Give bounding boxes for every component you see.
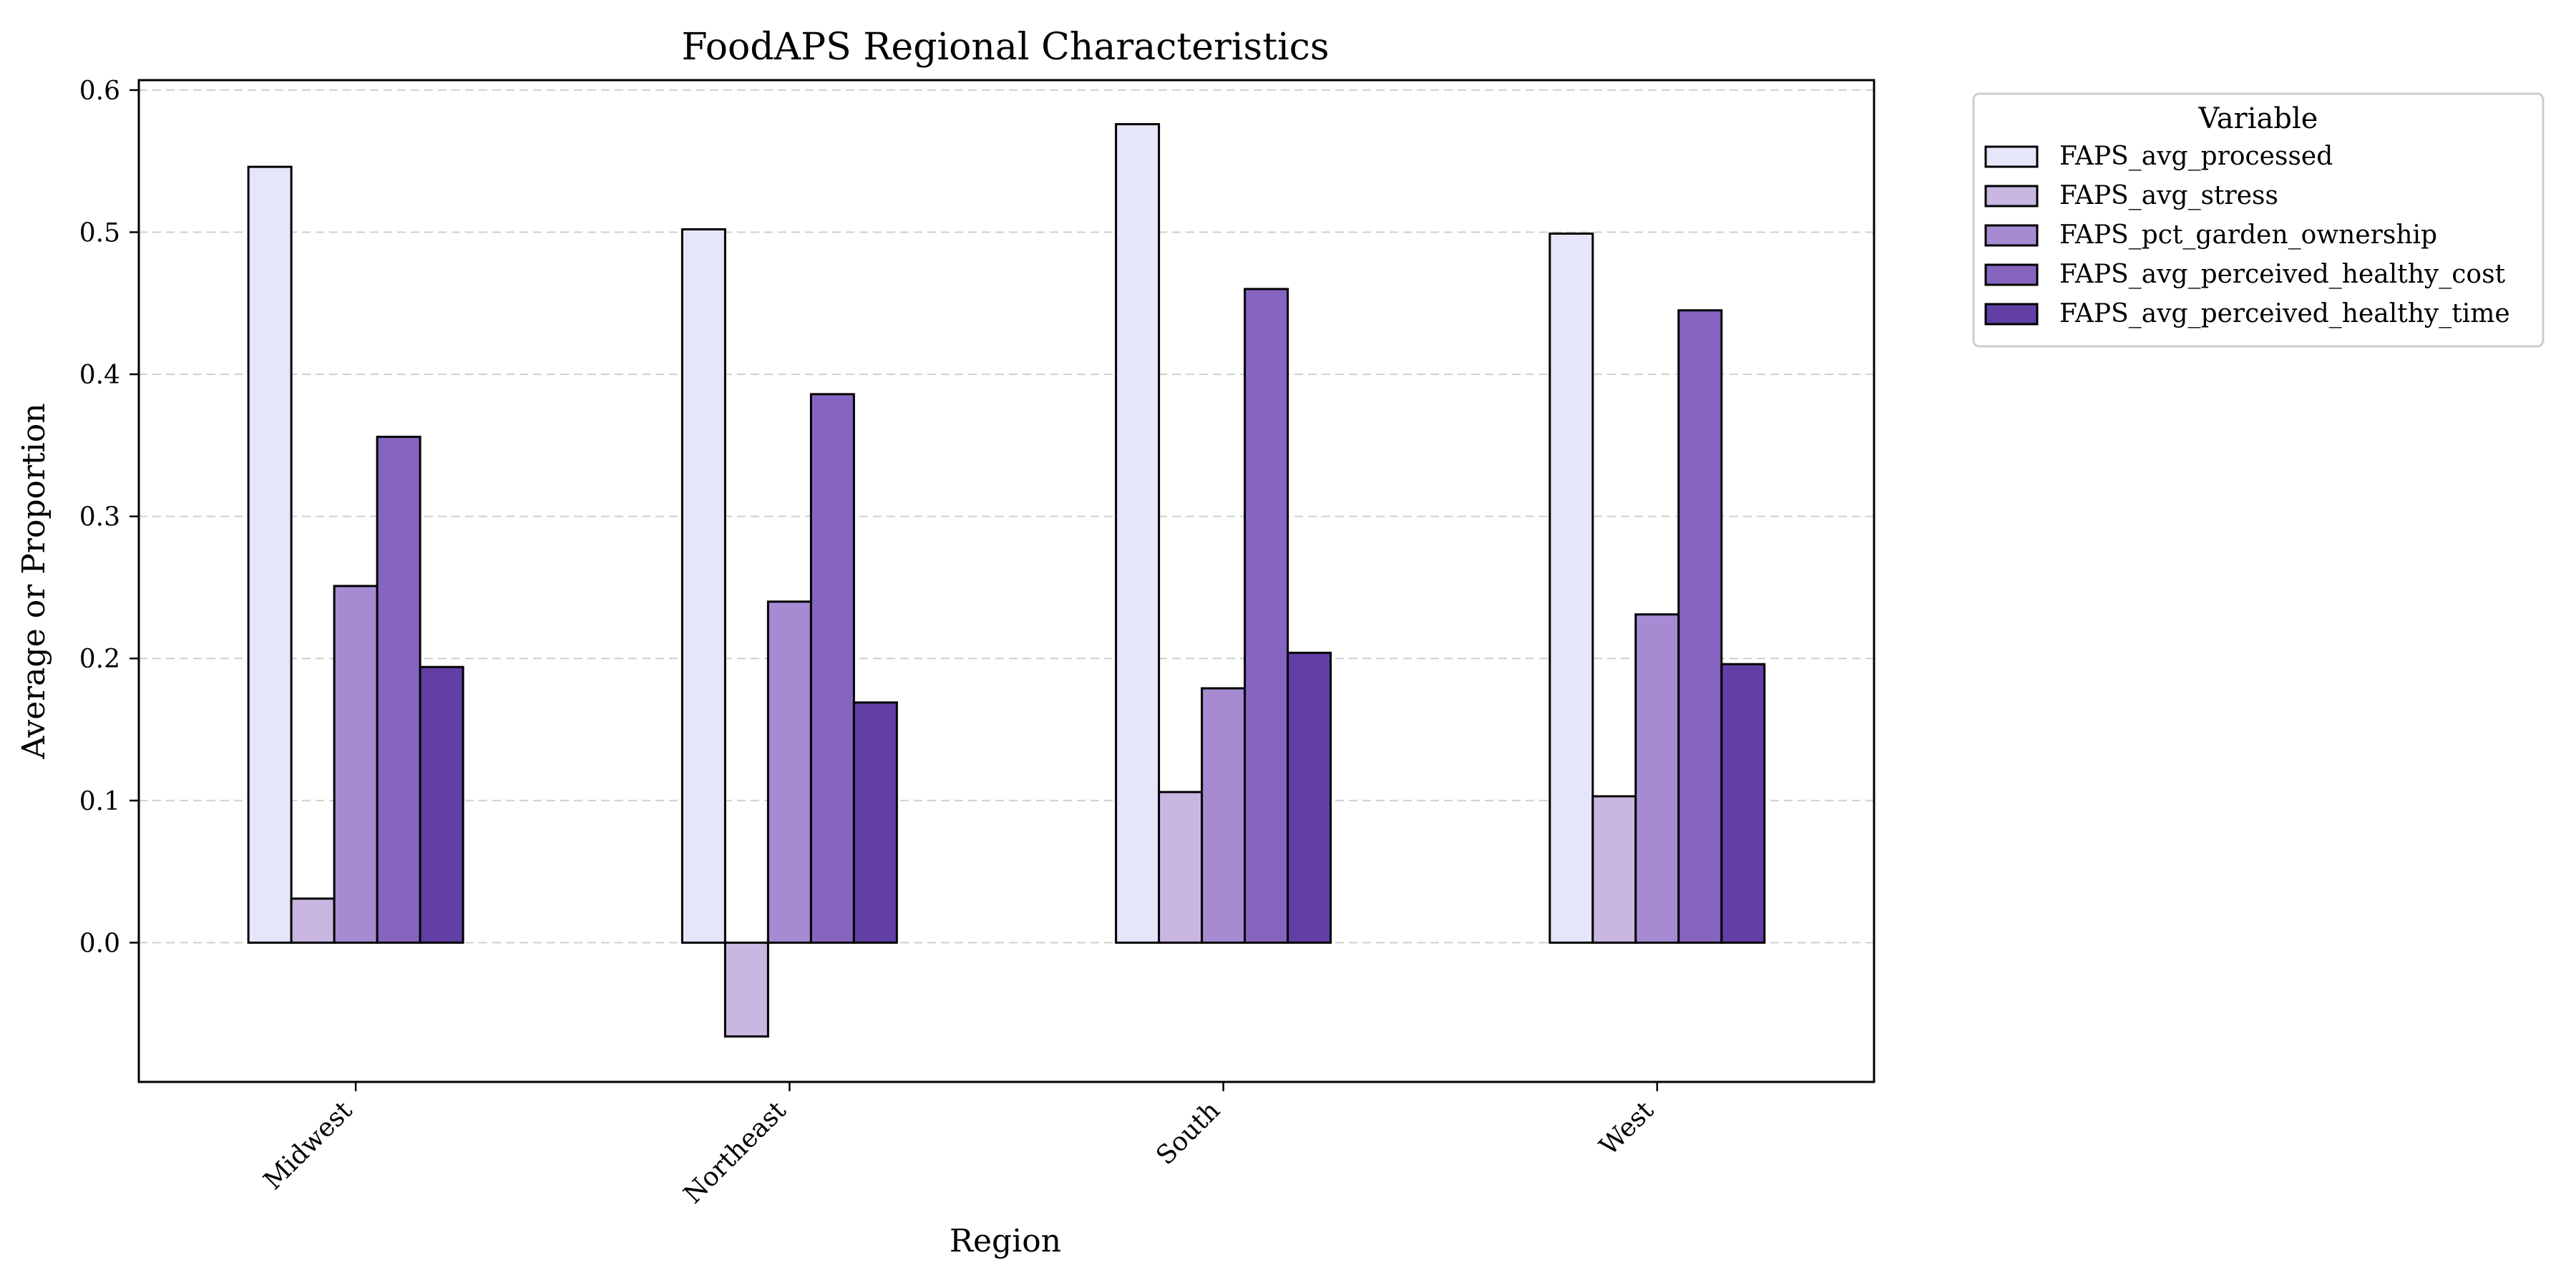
bar [247, 165, 293, 944]
bar [1287, 651, 1332, 944]
bar [723, 941, 769, 1038]
bar [376, 435, 421, 944]
bar [1634, 613, 1680, 944]
bar [1720, 663, 1766, 944]
chart-title: FoodAPS Regional Characteristics [681, 26, 1329, 69]
legend-swatch [1984, 185, 2039, 208]
bar [419, 665, 464, 944]
legend-swatch [1984, 145, 2039, 168]
bar [1115, 123, 1161, 944]
y-tick-label: 0.1 [79, 787, 120, 816]
plot-frame [137, 79, 1875, 1083]
y-tick-label: 0.5 [79, 218, 120, 248]
bar [1548, 232, 1594, 944]
bar [1591, 795, 1637, 944]
bar [766, 600, 812, 944]
bar [680, 228, 726, 944]
legend-frame [1972, 92, 2545, 348]
y-axis: 0.0 0.1 0.2 0.3 0.4 0.5 0.6 [79, 77, 139, 958]
y-tick-label: 0.4 [79, 361, 120, 390]
bar [852, 701, 898, 944]
y-tick-label: 0.2 [79, 645, 120, 674]
y-axis-label: Average or Proportion [16, 403, 52, 759]
legend-label: FAPS_pct_garden_ownership [2059, 220, 2437, 250]
legend: Variable FAPS_avg_processed FAPS_avg_stre… [1972, 92, 2545, 348]
legend-label: FAPS_avg_processed [2059, 142, 2333, 171]
bar [1158, 791, 1204, 944]
x-axis-label: Region [950, 1223, 1061, 1259]
bar-groups [247, 123, 1766, 1038]
bar [809, 393, 855, 944]
legend-label: FAPS_avg_perceived_healthy_time [2059, 299, 2510, 328]
legend-label: FAPS_avg_stress [2059, 181, 2278, 210]
bar [1201, 687, 1246, 944]
bar [1244, 288, 1289, 944]
y-tick-label: 0.0 [79, 929, 120, 958]
bar [1677, 309, 1723, 944]
y-tick-label: 0.6 [79, 77, 120, 106]
y-tick-label: 0.3 [79, 503, 120, 532]
bar [333, 585, 379, 944]
bar [290, 897, 336, 944]
legend-swatch [1984, 263, 2039, 286]
legend-title: Variable [2198, 102, 2318, 135]
legend-swatch [1984, 303, 2039, 326]
legend-swatch [1984, 224, 2039, 247]
legend-label: FAPS_avg_perceived_healthy_cost [2059, 260, 2506, 289]
